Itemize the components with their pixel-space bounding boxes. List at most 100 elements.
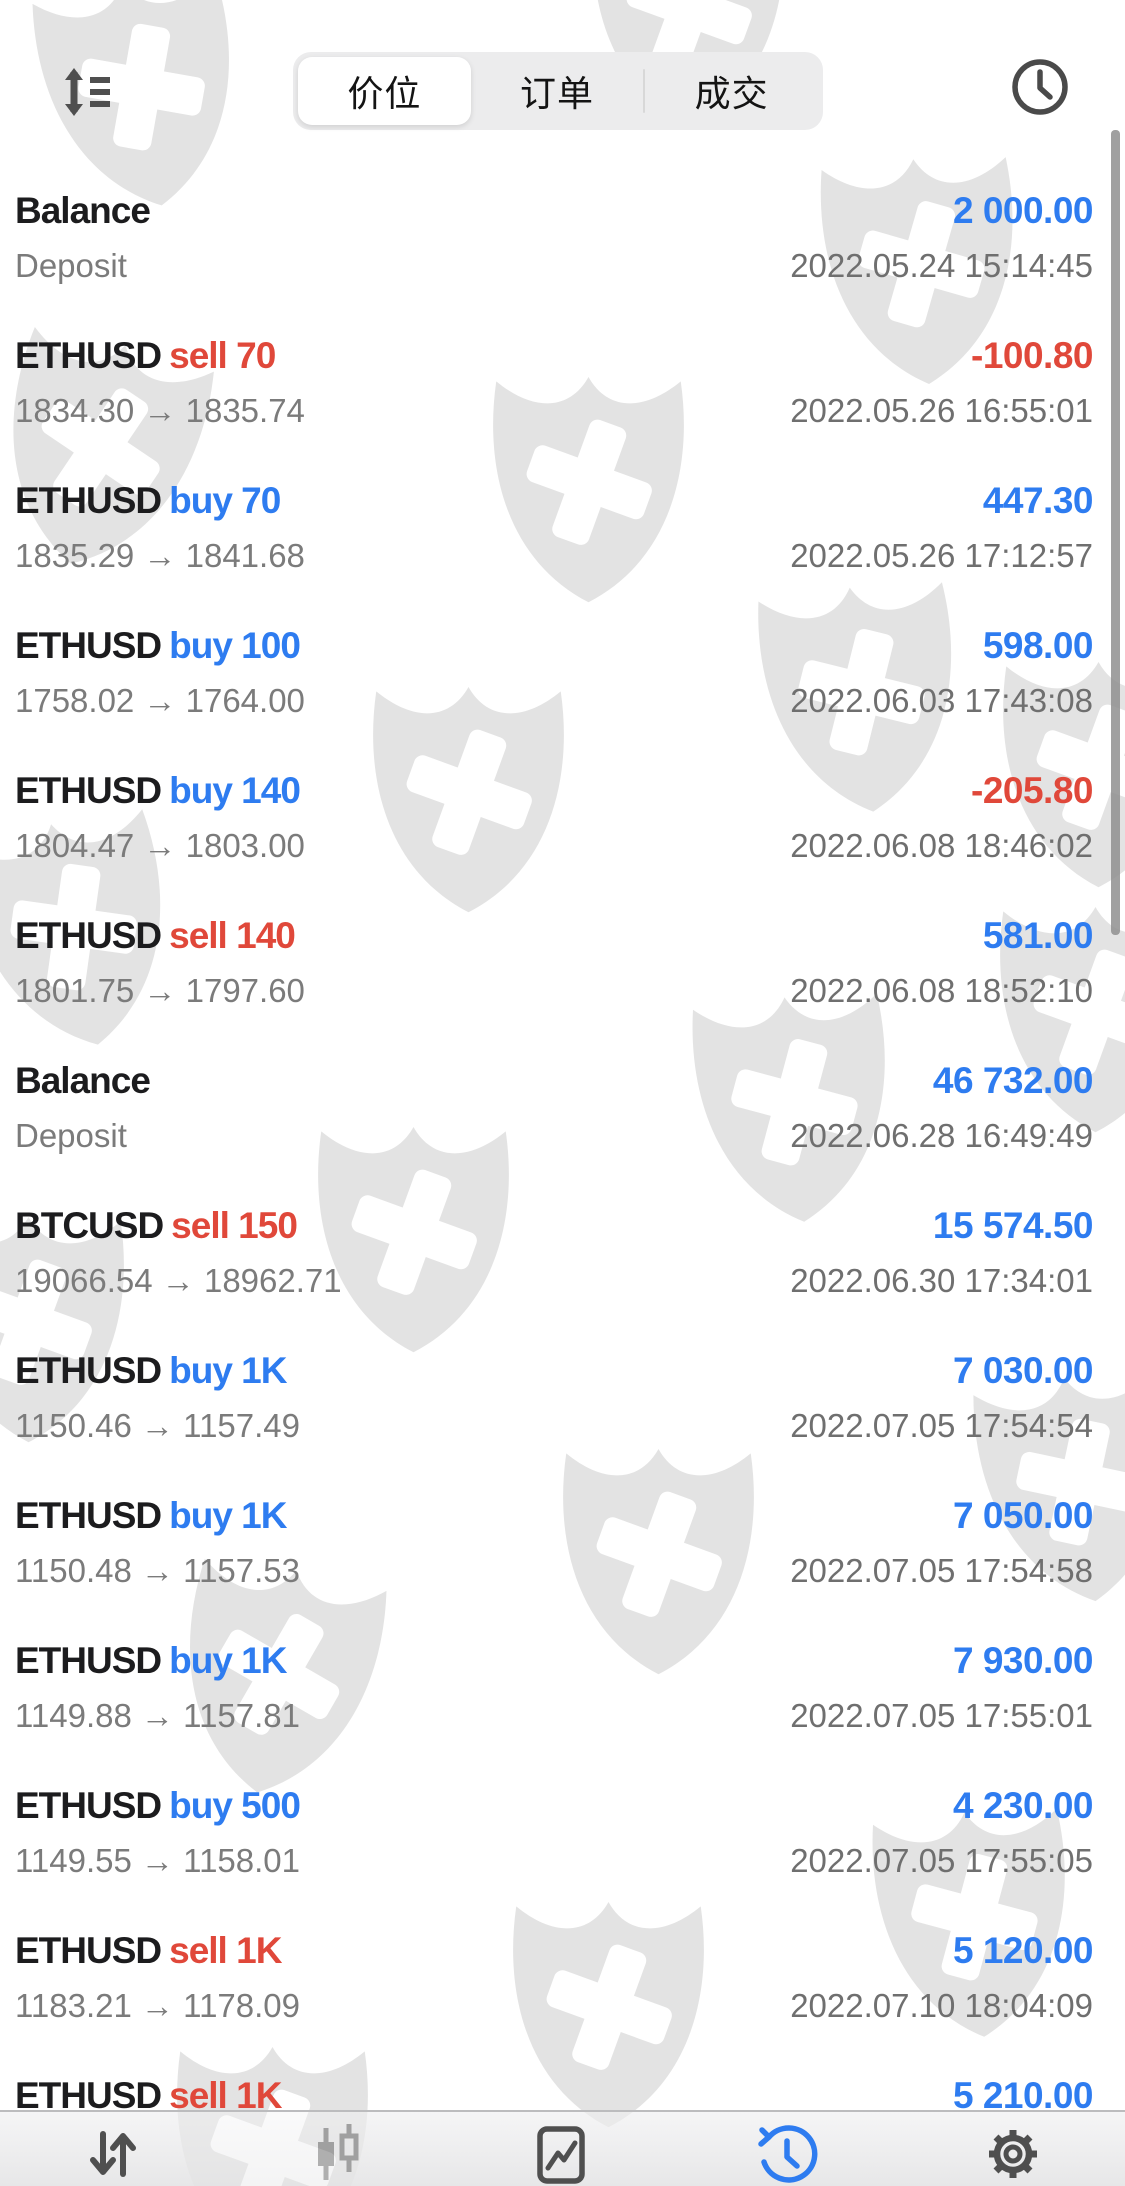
history-clock-icon xyxy=(756,2124,818,2186)
deal-time: 2022.07.05 17:54:54 xyxy=(790,1407,1093,1444)
deal-row[interactable]: BTCUSD sell 150 19066.54 → 18962.71 15 57… xyxy=(0,1193,1125,1338)
deal-amount: 2 000.00 xyxy=(952,190,1094,231)
deal-symbol: ETHUSD xyxy=(15,1785,162,1826)
deal-row[interactable]: ETHUSD buy 70 1835.29 → 1841.68 447.30 20… xyxy=(0,468,1125,613)
deal-symbol: ETHUSD xyxy=(15,480,162,521)
deal-action: sell 150 xyxy=(171,1205,298,1246)
candlestick-icon xyxy=(307,2124,367,2184)
time-filter-button[interactable] xyxy=(1005,52,1075,122)
deal-time: 2022.07.05 17:54:58 xyxy=(790,1552,1093,1589)
tab-deals[interactable]: 成交 xyxy=(694,73,769,114)
deal-time: 2022.06.28 16:49:49 xyxy=(790,1117,1093,1154)
deal-amount: 15 574.50 xyxy=(932,1205,1094,1246)
history-tabs-segmented-control: 价位 订单 成交 xyxy=(293,52,823,130)
deal-amount: 4 230.00 xyxy=(952,1785,1094,1826)
header-bar: 价位 订单 成交 xyxy=(0,0,1125,160)
deal-row[interactable]: ETHUSD buy 100 1758.02 → 1764.00 598.00 2… xyxy=(0,613,1125,758)
deal-action: sell 1K xyxy=(169,1930,282,1971)
deal-symbol: ETHUSD xyxy=(15,770,162,811)
deal-detail: Deposit xyxy=(15,1117,127,1154)
deal-amount: -100.80 xyxy=(971,335,1093,376)
deal-action: buy 100 xyxy=(169,625,301,666)
deal-amount: 598.00 xyxy=(982,625,1094,666)
deal-detail: 1834.30 → 1835.74 xyxy=(15,392,305,429)
nav-quotes-button[interactable] xyxy=(307,2124,367,2184)
deal-time: 2022.06.08 18:46:02 xyxy=(790,827,1093,864)
deal-time: 2022.07.05 17:55:01 xyxy=(790,1697,1093,1734)
deal-detail: 1149.55 → 1158.01 xyxy=(15,1842,301,1879)
deal-time: 2022.06.03 17:43:08 xyxy=(790,682,1093,719)
deal-symbol: ETHUSD xyxy=(15,335,162,376)
deal-action: buy 70 xyxy=(169,480,281,521)
deal-detail: 1804.47 → 1803.00 xyxy=(15,827,305,864)
nav-chart-button[interactable] xyxy=(531,2124,591,2184)
deal-row[interactable]: ETHUSD sell 1K 1183.21 → 1178.09 5 120.00… xyxy=(0,1918,1125,2063)
deal-amount: 7 050.00 xyxy=(952,1495,1094,1536)
deal-detail: 1150.48 → 1157.53 xyxy=(15,1552,301,1589)
updown-arrows-icon xyxy=(82,2124,142,2184)
deal-amount: 5 210.00 xyxy=(952,2075,1094,2116)
deal-detail: 1835.29 → 1841.68 xyxy=(15,537,305,574)
deal-row[interactable]: ETHUSD sell 70 1834.30 → 1835.74 -100.80 … xyxy=(0,323,1125,468)
deal-amount: 7 030.00 xyxy=(952,1350,1094,1391)
deal-action: sell 70 xyxy=(169,335,276,376)
deal-list: Balance Deposit 2 000.00 2022.05.24 15:1… xyxy=(0,178,1125,2186)
deal-row[interactable]: ETHUSD sell 140 1801.75 → 1797.60 581.00 … xyxy=(0,903,1125,1048)
bottom-nav-bar xyxy=(0,2110,1125,2186)
tab-orders[interactable]: 订单 xyxy=(520,73,595,114)
gear-icon xyxy=(983,2124,1043,2184)
deal-action: buy 1K xyxy=(169,1350,287,1391)
nav-settings-button[interactable] xyxy=(983,2124,1043,2184)
deal-symbol: ETHUSD xyxy=(15,1930,162,1971)
deal-row[interactable]: ETHUSD buy 1K 1150.48 → 1157.53 7 050.00 … xyxy=(0,1483,1125,1628)
nav-trade-button[interactable] xyxy=(82,2124,142,2184)
deal-symbol: BTCUSD xyxy=(15,1205,164,1246)
clock-icon xyxy=(1005,59,1075,125)
deal-time: 2022.07.10 18:04:09 xyxy=(790,1987,1093,2024)
deal-action: buy 1K xyxy=(169,1640,287,1681)
chart-line-icon xyxy=(531,2124,591,2184)
deal-detail: 1758.02 → 1764.00 xyxy=(15,682,305,719)
deal-time: 2022.05.24 15:14:45 xyxy=(790,247,1093,284)
deal-symbol: ETHUSD xyxy=(15,915,162,956)
sort-button[interactable] xyxy=(52,58,120,126)
tab-prices[interactable]: 价位 xyxy=(298,57,471,125)
nav-history-button[interactable] xyxy=(756,2124,818,2186)
scrollbar-thumb[interactable] xyxy=(1111,130,1120,935)
deal-row[interactable]: Balance Deposit 46 732.00 2022.06.28 16:… xyxy=(0,1048,1125,1193)
deal-amount: 46 732.00 xyxy=(932,1060,1094,1101)
deal-symbol: ETHUSD xyxy=(15,1640,162,1681)
deal-amount: 447.30 xyxy=(982,480,1094,521)
deal-symbol: ETHUSD xyxy=(15,1495,162,1536)
deal-amount: 5 120.00 xyxy=(952,1930,1094,1971)
deal-row[interactable]: ETHUSD buy 1K 1150.46 → 1157.49 7 030.00 … xyxy=(0,1338,1125,1483)
deal-symbol: Balance xyxy=(15,190,151,231)
deal-symbol: ETHUSD xyxy=(15,1350,162,1391)
deal-time: 2022.05.26 17:12:57 xyxy=(790,537,1093,574)
deal-detail: 1801.75 → 1797.60 xyxy=(15,972,305,1009)
deal-time: 2022.06.30 17:34:01 xyxy=(790,1262,1093,1299)
deal-symbol: ETHUSD xyxy=(15,625,162,666)
deal-symbol: ETHUSD xyxy=(15,2075,162,2116)
deal-action: buy 140 xyxy=(169,770,301,811)
deal-row[interactable]: ETHUSD buy 500 1149.55 → 1158.01 4 230.00… xyxy=(0,1773,1125,1918)
deal-time: 2022.06.08 18:52:10 xyxy=(790,972,1093,1009)
sort-arrows-icon xyxy=(52,68,120,129)
deal-row[interactable]: ETHUSD buy 140 1804.47 → 1803.00 -205.80 … xyxy=(0,758,1125,903)
deal-detail: 1149.88 → 1157.81 xyxy=(15,1697,301,1734)
deal-row[interactable]: Balance Deposit 2 000.00 2022.05.24 15:1… xyxy=(0,178,1125,323)
deal-action: buy 1K xyxy=(169,1495,287,1536)
deal-row[interactable]: ETHUSD buy 1K 1149.88 → 1157.81 7 930.00 … xyxy=(0,1628,1125,1773)
deal-time: 2022.05.26 16:55:01 xyxy=(790,392,1093,429)
deal-amount: 581.00 xyxy=(982,915,1094,956)
deal-amount: 7 930.00 xyxy=(952,1640,1094,1681)
deal-action: sell 140 xyxy=(169,915,296,956)
deal-detail: 1183.21 → 1178.09 xyxy=(15,1987,301,2024)
deal-action: buy 500 xyxy=(169,1785,301,1826)
deal-amount: -205.80 xyxy=(971,770,1093,811)
deal-detail: 19066.54 → 18962.71 xyxy=(15,1262,342,1299)
deal-symbol: Balance xyxy=(15,1060,151,1101)
deal-detail: Deposit xyxy=(15,247,127,284)
deal-detail: 1150.46 → 1157.49 xyxy=(15,1407,301,1444)
